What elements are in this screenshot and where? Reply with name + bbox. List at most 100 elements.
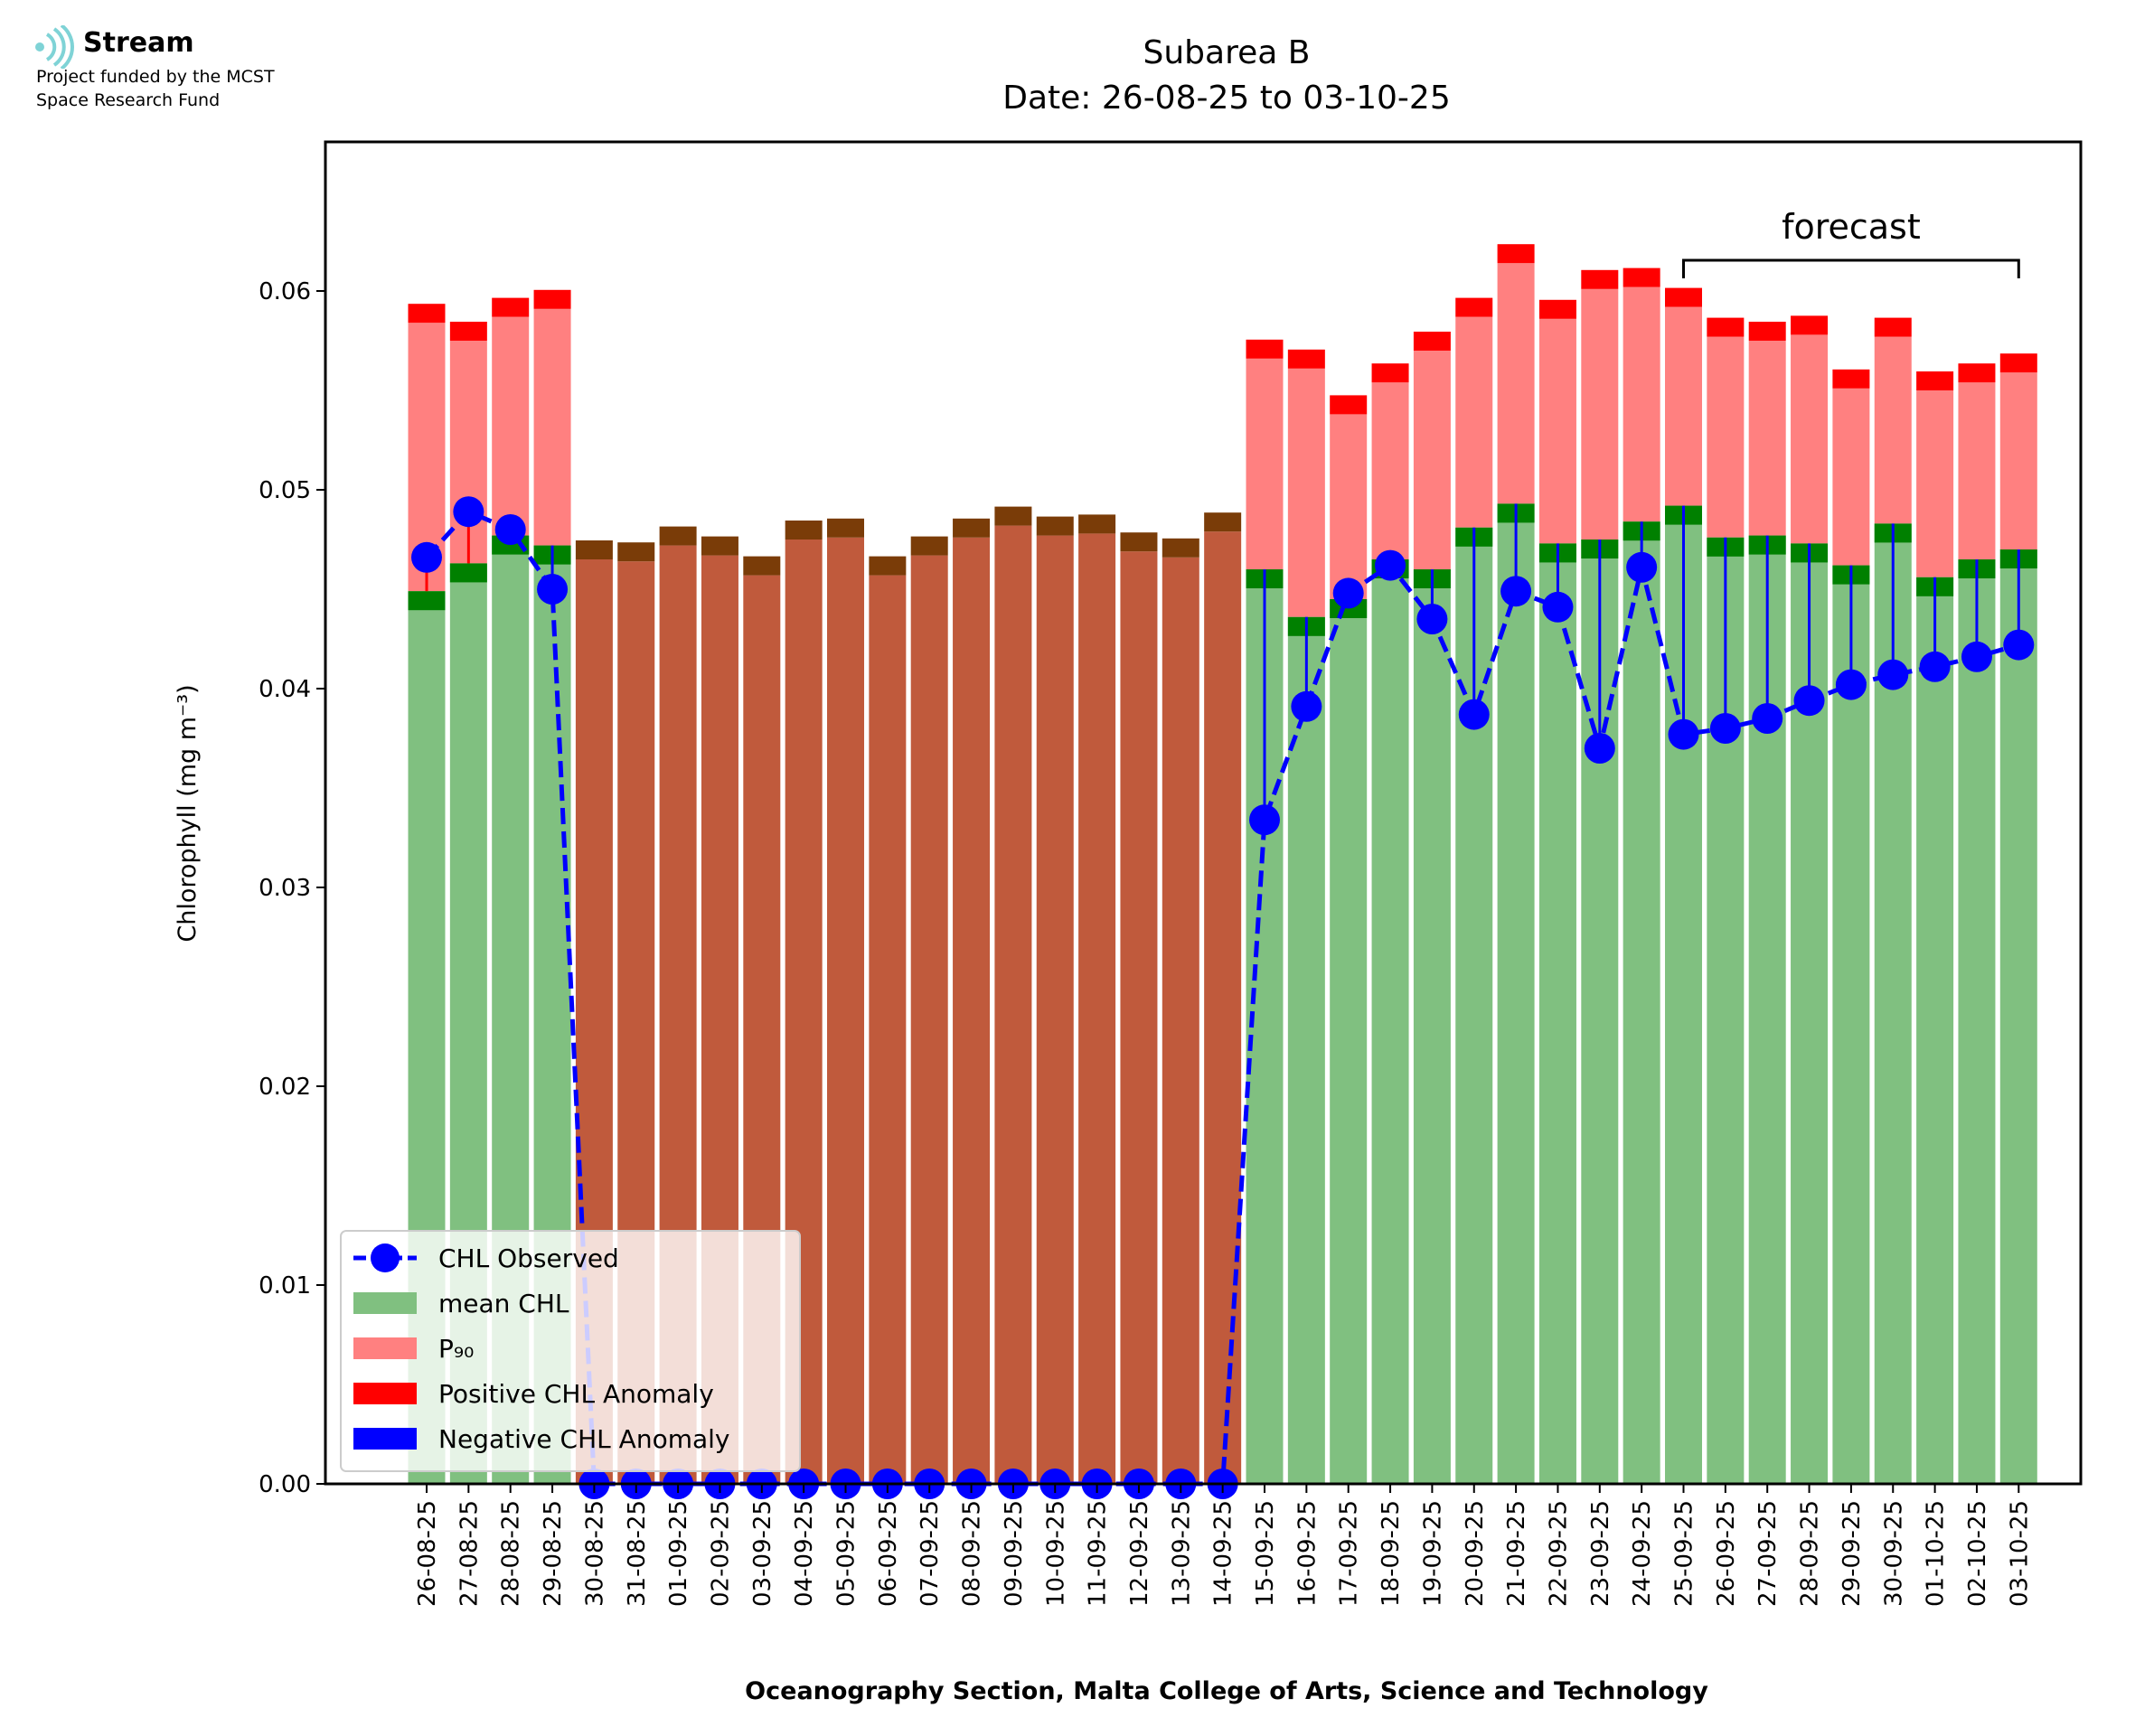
stream-waves-icon — [35, 25, 74, 69]
p90-bar-cap — [1538, 299, 1576, 319]
mean-chl-bar — [1958, 559, 1996, 1484]
x-tick-label: 19-09-25 — [1419, 1500, 1446, 1607]
no-data-bar — [1204, 531, 1242, 1485]
p90-bar-cap — [449, 322, 487, 341]
mean-chl-bar — [1413, 569, 1451, 1484]
legend-swatch — [353, 1337, 417, 1359]
x-tick-label: 06-09-25 — [875, 1500, 902, 1607]
p90-bar — [1497, 263, 1535, 504]
no-data-bar-cap — [910, 536, 948, 556]
legend: CHL Observed mean CHL P₉₀ Positive CHL Anom… — [340, 1230, 801, 1472]
p90-bar — [1832, 388, 1870, 566]
legend-entry-label: mean CHL — [438, 1289, 569, 1318]
p90-bar-cap — [1623, 267, 1660, 287]
no-data-bar-cap — [869, 556, 907, 576]
chl-observed-point — [1416, 604, 1448, 634]
chart-title: Subarea B — [1143, 34, 1311, 71]
p90-bar — [1748, 341, 1786, 536]
p90-bar — [1413, 351, 1451, 569]
p90-bar-cap — [1958, 363, 1996, 383]
no-data-bar — [1162, 557, 1199, 1484]
chl-observed-point — [1249, 804, 1280, 836]
x-tick-label: 20-09-25 — [1462, 1500, 1489, 1607]
x-tick-label: 27-09-25 — [1754, 1500, 1782, 1607]
p90-bar — [1330, 414, 1368, 599]
x-axis: 26-08-25 27-08-25 28-08-25 29-08-25 30-08-25… — [414, 1484, 2033, 1607]
plot-frame — [324, 140, 2083, 1486]
p90-bar-cap — [1246, 339, 1284, 359]
p90-bar — [1958, 382, 1996, 559]
chl-observed-point — [2003, 629, 2035, 661]
chl-observed-point — [1752, 703, 1783, 734]
p90-bar — [492, 316, 530, 536]
p90-bar — [1665, 306, 1702, 506]
mean-chl-bar-cap — [449, 563, 487, 583]
x-tick-label: 28-09-25 — [1797, 1500, 1824, 1607]
mean-chl-bar — [1916, 577, 1954, 1484]
no-data-bar-cap — [617, 542, 655, 562]
legend-entry-label: Negative CHL Anomaly — [438, 1424, 729, 1454]
x-tick-label: 28-08-25 — [498, 1500, 525, 1607]
logo-name: Stream — [83, 27, 194, 59]
no-data-bar — [1078, 533, 1116, 1484]
no-data-bar-cap — [701, 536, 738, 556]
x-tick-label: 02-10-25 — [1964, 1500, 1991, 1607]
p90-bar — [1538, 318, 1576, 544]
mean-chl-bar — [1371, 559, 1409, 1484]
no-data-bar — [1036, 535, 1074, 1484]
legend-swatch — [353, 1292, 417, 1314]
chl-observed-point — [1500, 576, 1532, 607]
x-tick-label: 01-09-25 — [665, 1500, 692, 1607]
p90-bar-cap — [1455, 297, 1493, 317]
x-tick-label: 03-09-25 — [749, 1500, 776, 1607]
no-data-bar-cap — [1120, 532, 1158, 552]
x-tick-label: 24-09-25 — [1629, 1500, 1656, 1607]
legend-swatch — [353, 1383, 417, 1404]
p90-bar-cap — [1832, 369, 1870, 389]
no-data-bar — [994, 525, 1032, 1484]
forecast-bracket — [1682, 258, 2020, 278]
x-tick-label: 18-09-25 — [1378, 1500, 1405, 1607]
x-tick-label: 05-09-25 — [833, 1500, 861, 1607]
no-data-bar-cap — [1204, 512, 1242, 532]
p90-bar-cap — [1581, 269, 1619, 289]
p90-bar-cap — [1665, 287, 1702, 307]
x-tick-label: 15-09-25 — [1252, 1500, 1279, 1607]
x-tick-label: 13-09-25 — [1168, 1500, 1195, 1607]
x-tick-label: 08-09-25 — [959, 1500, 986, 1607]
no-data-bar-cap — [827, 518, 864, 538]
logo-funding-line-2: Space Research Fund — [36, 90, 221, 110]
x-tick-label: 23-09-25 — [1587, 1500, 1614, 1607]
x-tick-label: 25-09-25 — [1671, 1500, 1698, 1607]
x-tick-label: 22-09-25 — [1545, 1500, 1572, 1607]
no-data-bar — [1120, 551, 1158, 1485]
p90-bar — [1581, 288, 1619, 540]
forecast-annotation: forecast — [1682, 207, 2020, 278]
p90-bar — [533, 308, 571, 546]
p90-bar-cap — [1707, 317, 1745, 337]
x-tick-label: 02-09-25 — [707, 1500, 734, 1607]
p90-bar — [1707, 336, 1745, 538]
no-data-bar-cap — [785, 521, 823, 540]
p90-bar — [1623, 286, 1660, 522]
legend-entry-label: CHL Observed — [438, 1243, 619, 1273]
mean-chl-bar — [1497, 503, 1535, 1484]
no-data-bar-cap — [1078, 514, 1116, 534]
chl-observed-point — [537, 574, 569, 605]
x-tick-label: 21-09-25 — [1503, 1500, 1530, 1607]
p90-bar-cap — [1748, 322, 1786, 341]
no-data-bar-cap — [1162, 538, 1199, 558]
chl-observed-point — [1332, 577, 1364, 609]
x-tick-label: 29-09-25 — [1839, 1500, 1866, 1607]
chl-observed-point — [1458, 699, 1490, 730]
x-axis-label: Oceanography Section, Malta College of A… — [745, 1677, 1708, 1705]
mean-chl-bar — [1538, 543, 1576, 1484]
chl-observed-point — [1375, 549, 1406, 581]
p90-bar — [1999, 372, 2037, 549]
no-data-bar-cap — [994, 506, 1032, 526]
mean-chl-bar — [1330, 599, 1368, 1484]
logo-funding-line-1: Project funded by the MCST — [36, 67, 275, 87]
p90-bar-cap — [1413, 332, 1451, 351]
chl-observed-point — [1877, 659, 1909, 690]
p90-bar-cap — [533, 289, 571, 309]
